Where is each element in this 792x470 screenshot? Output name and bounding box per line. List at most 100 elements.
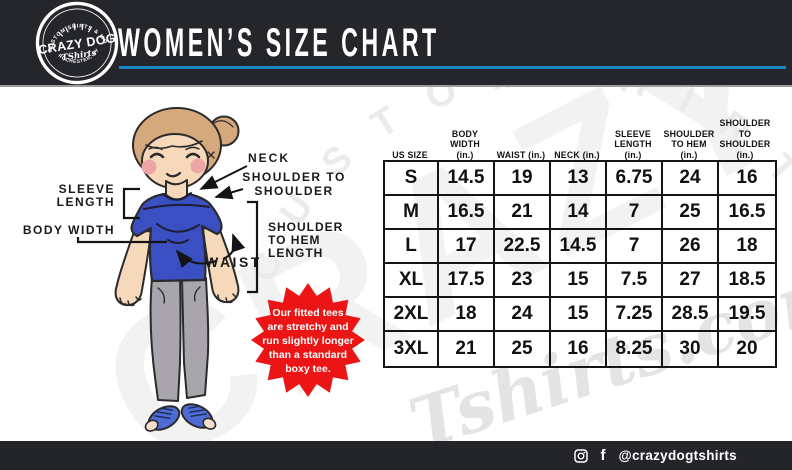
- table-value: 7: [607, 196, 663, 230]
- label-sleeve-length: SLEEVE LENGTH: [57, 182, 140, 220]
- table-value: 7: [607, 230, 663, 264]
- table-value: 18.5: [719, 264, 775, 298]
- t-shirt: [130, 192, 223, 283]
- brand-logo-badge: CUSTOM SHIRTS & MORE CRAZY DOG TShirts R…: [0, 0, 119, 85]
- badge-outer-ring: [35, 1, 119, 85]
- cheek-right: [190, 158, 206, 174]
- table-value: 25: [495, 332, 551, 366]
- burst-text: Our fitted tees are stretchy and run sli…: [262, 307, 354, 375]
- shoulder-to-shoulder-arrow: [214, 185, 244, 200]
- table-value: 28.5: [663, 298, 719, 332]
- size-label: 3XL: [385, 332, 439, 366]
- cheek-left: [141, 159, 157, 175]
- svg-text:SHOULDER: SHOULDER: [254, 184, 333, 198]
- table-value: 19: [495, 162, 551, 196]
- table-value: 21: [439, 332, 495, 366]
- svg-text:TO HEM: TO HEM: [268, 233, 320, 247]
- shoulder-to-hem-bracket: [247, 200, 259, 294]
- label-shoulder-to-hem: SHOULDER TO HEM LENGTH: [247, 200, 343, 294]
- body-width-line: [76, 237, 167, 244]
- page-title: WOMEN’S SIZE CHART: [118, 21, 440, 65]
- table-value: 30: [663, 332, 719, 366]
- table-value: 14.5: [551, 230, 607, 264]
- table-value: 17: [439, 230, 495, 264]
- instagram-icon[interactable]: [573, 448, 588, 463]
- waist-arrow-left: [175, 249, 217, 269]
- svg-text:SHOULDER: SHOULDER: [268, 220, 343, 234]
- size-label: S: [385, 162, 439, 196]
- svg-text:SLEEVE: SLEEVE: [59, 182, 115, 196]
- pants: [149, 277, 210, 402]
- burst-shape: [251, 283, 365, 397]
- table-value: 6.75: [607, 162, 663, 196]
- column-header-waist: WAIST (in.): [496, 150, 546, 161]
- table-value: 24: [663, 162, 719, 196]
- size-label: 2XL: [385, 298, 439, 332]
- ear-detail: [207, 151, 215, 159]
- title-underline: [119, 66, 786, 69]
- svg-text:run slightly longer: run slightly longer: [262, 335, 354, 347]
- pocket-lines: [157, 286, 201, 304]
- header-bar: CUSTOM SHIRTS & MORE CRAZY DOG TShirts R…: [0, 0, 792, 87]
- svg-text:Our fitted tees: Our fitted tees: [272, 307, 343, 319]
- eyebrows: [148, 146, 200, 151]
- table-value: 23: [495, 264, 551, 298]
- size-table-header: US SIZE BODY WIDTH (in.) WAIST (in.) NEC…: [383, 118, 777, 160]
- fingers-right: [217, 293, 238, 304]
- shoe-right: [180, 403, 217, 430]
- smile: [165, 171, 182, 178]
- label-body-width: BODY WIDTH: [23, 223, 167, 244]
- size-label: M: [385, 196, 439, 230]
- column-header-neck: NECK (in.): [554, 150, 600, 161]
- table-value: 13: [551, 162, 607, 196]
- table-value: 22.5: [495, 230, 551, 264]
- table-value: 7.5: [607, 264, 663, 298]
- table-value: 26: [663, 230, 719, 264]
- woman-figure: [114, 107, 240, 432]
- table-value: 14: [551, 196, 607, 230]
- svg-text:LENGTH: LENGTH: [268, 246, 323, 260]
- svg-text:WAIST: WAIST: [205, 254, 262, 270]
- sleeve-length-bracket: [122, 187, 140, 220]
- facebook-icon[interactable]: f: [600, 447, 606, 464]
- note-burst: Our fitted tees are stretchy and run sli…: [251, 283, 365, 397]
- measurement-illustration: SLEEVE LENGTH BODY WIDTH NECK SHOULDER T…: [23, 107, 365, 432]
- footer-bar: f @crazydogtshirts: [0, 441, 792, 470]
- svg-text:BODY WIDTH: BODY WIDTH: [23, 223, 115, 237]
- badge-inner-ring: [42, 8, 112, 78]
- table-value: 15: [551, 264, 607, 298]
- table-value: 16: [719, 162, 775, 196]
- table-value: 18: [719, 230, 775, 264]
- measurement-labels: SLEEVE LENGTH BODY WIDTH NECK SHOULDER T…: [23, 151, 344, 294]
- table-value: 20: [736, 338, 758, 359]
- table-value: 18: [439, 298, 495, 332]
- column-header-us-size: US SIZE: [392, 150, 428, 161]
- table-value: 14.5: [439, 162, 495, 196]
- waist-arrow-right: [222, 233, 246, 260]
- table-value: 25: [663, 196, 719, 230]
- table-value: 15: [551, 298, 607, 332]
- table-value: 21: [495, 196, 551, 230]
- column-header-shoulder-to-hem: SHOULDER TO HEM (in.): [663, 128, 715, 161]
- column-header-body-width: BODY WIDTH (in.): [450, 128, 480, 161]
- table-value: 16.5: [439, 196, 495, 230]
- badge-rays-icon: [57, 23, 93, 37]
- table-value: 19.5: [719, 298, 775, 332]
- label-waist: WAIST: [175, 233, 262, 270]
- size-table: US SIZE BODY WIDTH (in.) WAIST (in.) NEC…: [383, 118, 777, 368]
- svg-text:are stretchy and: are stretchy and: [267, 321, 348, 333]
- neck-arrow: [199, 165, 248, 190]
- table-value: 16: [551, 332, 607, 366]
- size-table-grid: S 14.5 19 13 6.75 24 16 M 16.5 21 14 7 2…: [383, 160, 777, 368]
- table-value: 27: [663, 264, 719, 298]
- svg-text:LENGTH: LENGTH: [57, 195, 115, 209]
- svg-text:NECK: NECK: [248, 151, 290, 165]
- social-handle[interactable]: @crazydogtshirts: [618, 448, 737, 463]
- table-value: 7.25: [607, 298, 663, 332]
- column-header-sleeve-length: SLEEVE LENGTH (in.): [614, 128, 652, 161]
- table-value: 17.5: [439, 264, 495, 298]
- label-shoulder-to-shoulder: SHOULDER TO SHOULDER: [214, 170, 344, 200]
- shirt-detail-lines: [143, 192, 210, 244]
- shoe-left: [144, 405, 181, 432]
